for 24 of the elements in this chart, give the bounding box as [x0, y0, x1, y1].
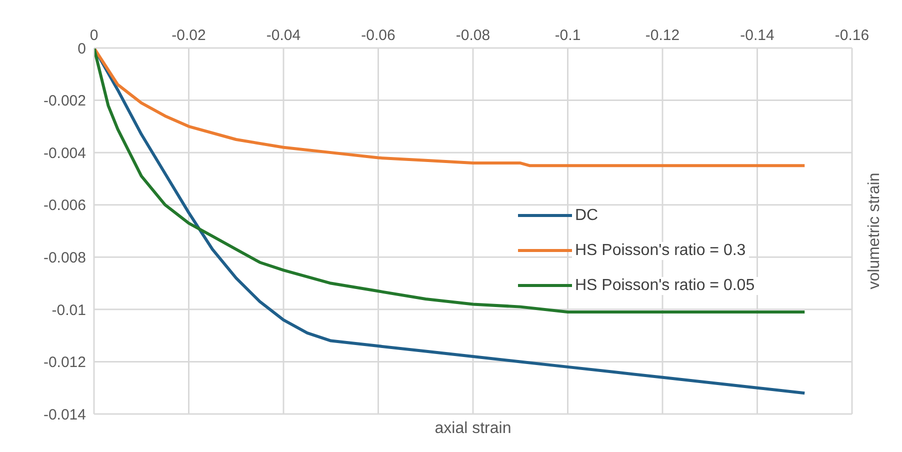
x-tick-label: 0: [90, 27, 98, 44]
y-tick-label: -0.014: [43, 406, 86, 424]
x-axis-title: axial strain: [434, 420, 512, 438]
y-tick-label: -0.008: [43, 249, 86, 266]
x-tick-label: -0.06: [361, 27, 396, 44]
y-tick-label: -0.002: [43, 92, 86, 110]
x-tick-label: -0.1: [554, 27, 581, 44]
y-tick-label: -0.004: [43, 144, 86, 162]
line-series: [94, 48, 806, 314]
y-tick-label: -0.006: [43, 197, 86, 214]
x-tick-label: -0.14: [740, 27, 774, 44]
x-tick-label: -0.08: [456, 27, 490, 44]
y-tick-label: 0: [78, 40, 86, 58]
x-tick-label: -0.12: [645, 27, 680, 44]
legend-label: DC: [572, 206, 602, 224]
x-tick-label: -0.16: [834, 27, 870, 44]
x-tick-label: -0.04: [266, 27, 301, 44]
y-axis-title: volumetric strain: [866, 172, 884, 290]
line-series: [94, 48, 806, 168]
x-tick-label: -0.02: [172, 27, 206, 44]
y-tick-label: -0.012: [43, 354, 86, 372]
legend-label: HS Poisson's ratio = 0.05: [572, 276, 758, 294]
y-tick-label: -0.01: [52, 302, 86, 319]
legend-label: HS Poisson's ratio = 0.3: [572, 242, 749, 260]
